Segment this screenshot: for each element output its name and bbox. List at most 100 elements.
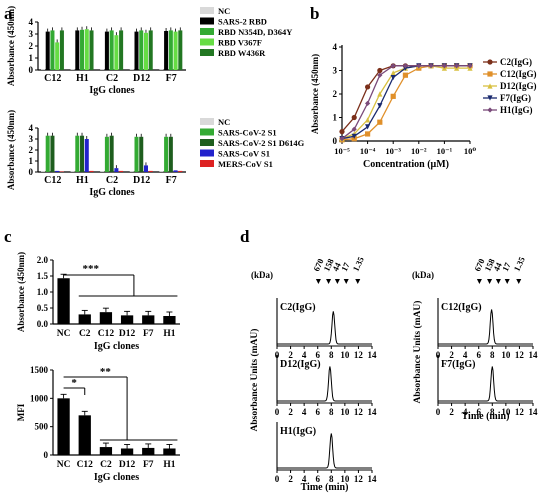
x-tick-label: C2 — [79, 329, 91, 339]
data-point — [365, 84, 371, 90]
legend-swatch — [200, 128, 214, 136]
legend-label: RBD N354D, D364Y — [218, 27, 292, 37]
data-point — [365, 131, 371, 137]
y-tick-label: 4 — [333, 42, 338, 52]
y-axis-label: Absorbance (450nm) — [310, 54, 320, 134]
chromatogram-trace — [438, 309, 533, 345]
data-point — [351, 114, 357, 121]
bar — [134, 31, 139, 71]
bar — [55, 170, 60, 172]
x-tick-label: C2 — [100, 460, 112, 470]
bar — [104, 136, 109, 172]
bar — [148, 30, 153, 70]
y-tick-label: 2 — [333, 89, 338, 99]
bar — [120, 448, 134, 455]
trace-label: C2(IgG) — [280, 302, 316, 313]
data-point — [365, 100, 371, 106]
x-tick-label: 14 — [529, 407, 539, 417]
y-tick-label: 4 — [29, 123, 34, 133]
x-tick-label: 10 — [340, 350, 350, 360]
y-tick-label: 1500 — [30, 365, 49, 375]
panel-label-b: b — [310, 4, 319, 23]
y-tick-label: 1.0 — [37, 287, 49, 297]
bar — [80, 29, 85, 70]
marker-arrow — [355, 279, 361, 284]
legend-swatch — [200, 118, 214, 125]
legend-label: F7(IgG) — [500, 93, 531, 103]
y-axis-label: Absorbance Units (mAU) — [412, 301, 423, 404]
x-tick-label: H1 — [76, 73, 89, 84]
x-tick-label: 10 — [501, 350, 511, 360]
bar — [75, 135, 80, 172]
data-point — [365, 124, 371, 130]
bar — [173, 170, 178, 172]
data-point — [402, 63, 409, 69]
x-tick-label: H1 — [163, 329, 175, 339]
bar — [78, 415, 91, 455]
marker-arrow — [326, 279, 332, 284]
legend-label: H1(IgG) — [500, 105, 533, 115]
legend-swatch — [200, 7, 214, 14]
data-point — [390, 70, 396, 76]
panel-label-c: c — [4, 227, 12, 246]
bar — [55, 42, 60, 70]
legend-swatch — [200, 38, 214, 46]
data-point — [454, 63, 460, 69]
legend-label: SARS-CoV-2 S1 — [218, 128, 277, 138]
legend-label: SARS-CoV-2 S1 D614G — [218, 138, 305, 148]
x-tick-label: 6 — [476, 407, 481, 417]
x-tick-label: 0 — [275, 407, 280, 417]
bar — [164, 31, 169, 70]
x-tick-label: D12 — [133, 175, 150, 186]
x-tick-label: 2 — [288, 350, 293, 360]
y-tick-label: 1 — [29, 53, 34, 63]
legend-swatch — [200, 160, 214, 167]
x-tick-label: 8 — [329, 350, 334, 360]
trace-label: H1(IgG) — [280, 426, 316, 437]
x-axis-label: IgG clones — [94, 341, 139, 352]
x-tick-label: 2 — [288, 407, 293, 417]
y-tick-label: 4 — [29, 17, 34, 27]
marker-arrow — [504, 279, 510, 284]
bar — [178, 30, 183, 70]
x-tick-label: 6 — [315, 407, 320, 417]
x-tick-label: F7 — [166, 175, 177, 186]
bar — [168, 136, 173, 172]
y-tick-label: 500 — [35, 422, 49, 432]
bar — [173, 31, 178, 71]
y-tick-label: 3 — [29, 29, 34, 39]
x-tick-label: 14 — [368, 474, 378, 484]
y-tick-label: 0.5 — [37, 303, 49, 313]
y-axis-label: Absorbance (450nm) — [16, 252, 26, 332]
bar — [129, 69, 134, 70]
y-tick-label: 3 — [333, 66, 338, 76]
x-axis-label: Concentration (μM) — [363, 159, 449, 170]
bar — [100, 171, 105, 172]
data-point — [487, 95, 493, 101]
x-axis-label: Time (min) — [301, 482, 349, 493]
x-tick-label: C12 — [44, 175, 61, 186]
marker-label: 158 — [482, 257, 496, 273]
x-tick-label: 2 — [449, 407, 454, 417]
x-tick-label: 4 — [463, 350, 468, 360]
bar — [143, 165, 148, 172]
data-point — [351, 126, 357, 132]
x-tick-label: 10 — [340, 474, 350, 484]
y-axis-label: Absorbance (450nm) — [6, 6, 16, 86]
x-tick-label: 6 — [315, 474, 320, 484]
significance-label: *** — [83, 263, 100, 275]
x-tick-label: 10 — [501, 407, 511, 417]
marker-label: 1.35 — [350, 255, 365, 273]
marker-arrow — [343, 279, 349, 284]
bar — [80, 135, 85, 172]
bar — [100, 69, 105, 70]
x-tick-label: 14 — [368, 350, 378, 360]
data-point — [390, 74, 396, 81]
bar — [45, 135, 50, 172]
bar — [89, 170, 94, 172]
bar — [45, 31, 50, 71]
bar — [59, 171, 64, 172]
y-tick-label: 0 — [44, 450, 49, 460]
bar — [99, 312, 113, 324]
